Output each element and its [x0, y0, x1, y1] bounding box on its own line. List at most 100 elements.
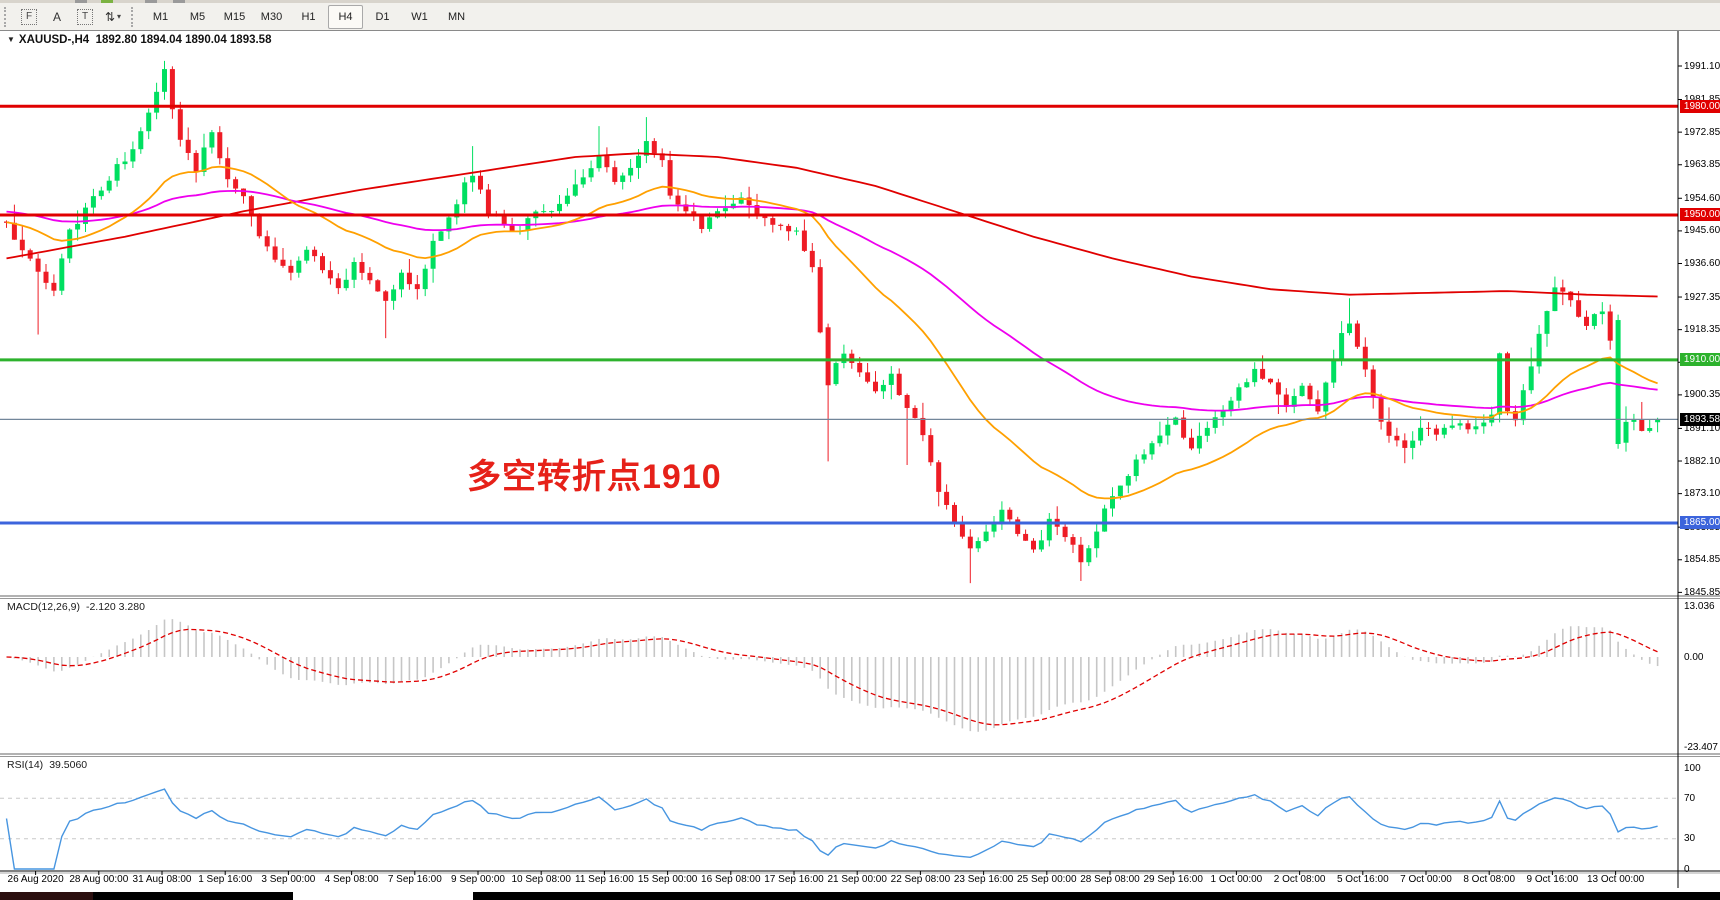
timeframe-button-mn[interactable]: MN — [447, 10, 466, 23]
ohlc-values: 1892.80 1894.04 1890.04 1893.58 — [95, 34, 272, 46]
macd-name: MACD(12,26,9) — [7, 601, 80, 613]
date-tick: 23 Sep 16:00 — [953, 874, 1014, 885]
date-tick: 16 Sep 08:00 — [701, 874, 761, 885]
macd-values: -2.120 3.280 — [85, 601, 145, 613]
rsi-axis-tick: 30 — [1684, 833, 1696, 845]
fast-ma-line — [6, 165, 1658, 500]
window-bottom-edge — [0, 892, 1720, 900]
candlestick-series — [4, 60, 1661, 584]
price-tick: 1900.35 — [1684, 389, 1720, 401]
date-tick: 26 Aug 2020 — [7, 874, 64, 885]
cutoff-toolbar-row — [0, 0, 1720, 3]
timeframe-button-m1[interactable]: M1 — [152, 10, 169, 23]
toolbar: F A T ⇅ ▾ M1 M5 M15 M30 H1 H4 D1 W1 MN — [0, 3, 1720, 31]
price-tick: 1918.35 — [1684, 324, 1720, 336]
price-tick: 1972.85 — [1684, 126, 1720, 138]
price-tick: 1963.85 — [1684, 159, 1720, 171]
toolbar-sliver — [173, 0, 185, 3]
moving-averages — [6, 152, 1658, 500]
date-tick: 17 Sep 16:00 — [764, 874, 824, 885]
date-tick: 4 Sep 08:00 — [324, 874, 379, 885]
date-tick: 29 Sep 16:00 — [1143, 874, 1203, 885]
price-badge-1980-00: 1980.00 — [1680, 99, 1720, 113]
date-tick: 11 Sep 16:00 — [575, 874, 634, 885]
rsi-panel — [0, 788, 1678, 870]
date-tick: 22 Sep 08:00 — [890, 874, 951, 885]
price-tick: 1873.10 — [1684, 488, 1720, 500]
rsi-axis-tick: 0 — [1684, 863, 1690, 875]
rsi-name: RSI(14) — [7, 759, 44, 771]
date-tick: 28 Aug 00:00 — [69, 874, 129, 885]
rsi-line — [5, 788, 1658, 870]
timeframe-button-w1[interactable]: W1 — [411, 10, 428, 23]
bottom-edge-segment — [0, 892, 93, 900]
chart-title: ▼ XAUUSD-,H4 1892.80 1894.04 1890.04 1893… — [7, 34, 271, 46]
price-badge-1910-00: 1910.00 — [1680, 353, 1720, 367]
price-tick: 1954.60 — [1684, 192, 1720, 204]
text-tool-button[interactable]: A — [44, 5, 70, 29]
price-badge-1950-00: 1950.00 — [1680, 208, 1720, 222]
timeframe-button-m30[interactable]: M30 — [260, 10, 283, 23]
date-tick: 3 Sep 00:00 — [261, 874, 316, 885]
chevron-down-icon[interactable]: ▾ — [117, 12, 122, 21]
price-tick: 1882.10 — [1684, 455, 1720, 467]
macd-label: MACD(12,26,9) -2.120 3.280 — [7, 601, 145, 613]
date-tick: 1 Oct 00:00 — [1210, 874, 1263, 885]
text-tool-icon: A — [52, 9, 61, 24]
price-badge-1893-58: 1893.58 — [1680, 412, 1720, 426]
label-tool-button[interactable]: T — [72, 5, 98, 29]
timeframe-button-d1[interactable]: D1 — [375, 10, 390, 23]
price-tick: 1845.85 — [1684, 586, 1720, 598]
date-tick: 15 Sep 00:00 — [637, 874, 698, 885]
date-tick: 9 Sep 00:00 — [451, 874, 505, 885]
rsi-label: RSI(14) 39.5060 — [7, 759, 87, 771]
date-tick: 7 Sep 16:00 — [387, 874, 442, 885]
date-tick: 5 Oct 16:00 — [1336, 874, 1389, 885]
toolbar-sliver — [75, 0, 87, 3]
label-tool-icon: T — [77, 8, 93, 25]
toolbar-sliver — [101, 0, 113, 3]
date-tick: 2 Oct 08:00 — [1273, 874, 1326, 885]
fibonacci-tool-button[interactable]: F — [16, 5, 42, 29]
timeframe-button-m15[interactable]: M15 — [223, 10, 246, 23]
collapse-triangle-icon[interactable]: ▼ — [7, 35, 15, 44]
timeframe-button-m5[interactable]: M5 — [189, 10, 206, 23]
date-tick: 10 Sep 08:00 — [511, 874, 571, 885]
macd-axis-tick: 13.036 — [1684, 601, 1715, 613]
date-tick: 28 Sep 08:00 — [1080, 874, 1140, 885]
date-tick: 13 Oct 00:00 — [1586, 874, 1645, 885]
date-tick: 31 Aug 08:00 — [132, 874, 192, 885]
symbol-timeframe-label: XAUUSD-,H4 — [18, 34, 90, 46]
medium-ma-line — [6, 189, 1658, 412]
fibonacci-tool-icon: F — [21, 8, 37, 25]
price-tick: 1991.10 — [1684, 60, 1720, 72]
date-tick: 21 Sep 00:00 — [827, 874, 887, 885]
price-tick: 1891.10 — [1684, 422, 1720, 434]
price-tick: 1927.35 — [1684, 291, 1720, 303]
macd-signal-line — [6, 628, 1658, 726]
horizontal-lines — [0, 104, 1678, 525]
bottom-edge-segment — [473, 892, 1720, 900]
timeframe-button-h4[interactable]: H4 — [328, 4, 363, 29]
slow-ma-line — [6, 152, 1658, 298]
toolbar-grip[interactable] — [4, 6, 9, 27]
bottom-edge-segment — [93, 892, 293, 900]
date-tick: 1 Sep 16:00 — [198, 874, 253, 885]
macd-axis-tick: -23.407 — [1684, 741, 1718, 753]
rsi-axis-tick: 70 — [1684, 792, 1696, 804]
arrows-tool-button[interactable]: ⇅ ▾ — [100, 5, 126, 29]
arrows-tool-icon: ⇅ — [104, 9, 116, 24]
price-tick: 1936.60 — [1684, 258, 1720, 269]
chart-annotation: 多空转折点1910 — [467, 458, 722, 496]
price-tick: 1945.60 — [1684, 225, 1720, 237]
timeframe-button-h1[interactable]: H1 — [301, 10, 316, 23]
timeframe-buttons-group: M1 M5 M15 M30 H1 H4 D1 W1 MN — [142, 4, 475, 29]
date-tick: 7 Oct 00:00 — [1400, 874, 1452, 885]
price-tick: 1981.85 — [1684, 94, 1720, 105]
macd-axis-tick: 0.00 — [1684, 651, 1704, 663]
rsi-axis-tick: 100 — [1684, 762, 1701, 774]
rsi-value: 39.5060 — [49, 759, 88, 771]
toolbar-grip[interactable] — [131, 6, 136, 27]
